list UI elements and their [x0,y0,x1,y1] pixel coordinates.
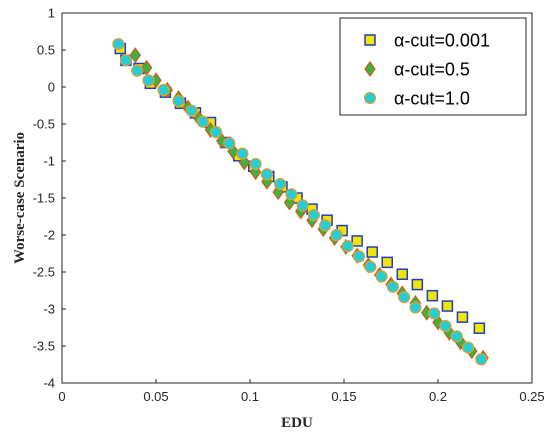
data-point [398,291,411,304]
data-point [461,341,475,354]
y-tick-label: -3 [43,302,55,317]
data-point [273,177,287,191]
legend-marker [363,91,377,105]
y-tick-label: -0.5 [33,117,55,132]
data-point [236,147,249,160]
data-point [131,64,144,77]
legend-label: α-cut=0.5 [394,60,470,80]
data-point [172,94,185,108]
x-tick-label: 0.15 [331,389,356,404]
data-point [157,83,170,97]
data-point [411,278,424,291]
x-tick-label: 0.05 [143,389,168,404]
data-point [129,47,142,64]
data-point [475,353,488,366]
data-point [450,330,463,343]
x-tick-label: 0.2 [429,389,447,404]
x-tick-label: 0.25 [519,389,544,404]
data-point [366,246,378,258]
y-tick-label: -1 [43,154,55,169]
data-point [285,188,298,201]
data-point [341,240,354,253]
data-point [426,289,439,302]
legend-item: α-cut=0.5 [364,60,470,80]
y-tick-label: -3.5 [33,339,55,354]
x-axis-title: EDU [281,415,313,431]
series-3 [112,37,488,366]
data-point [196,115,210,128]
data-point [260,168,274,181]
y-tick-label: -4 [43,376,55,391]
data-point [330,228,343,242]
data-point [223,137,236,150]
y-tick-label: 0 [48,80,55,95]
data-point [396,268,409,280]
legend-items: α-cut=0.001 α-cut=0.5 α-cut=1.0 [363,31,490,109]
data-point [409,301,422,314]
y-axis: 1 0.5 0 -0.5 -1 -1.5 -2 -2.5 -3 -3.5 -4 [33,6,66,391]
data-point [381,256,393,269]
legend-item: α-cut=0.001 [364,31,490,51]
data-point [210,126,223,139]
data-point [112,37,125,51]
data-point [351,235,363,247]
data-marks [112,37,489,366]
data-point [185,104,198,117]
data-point [364,260,377,273]
x-axis: 0 0.05 0.1 0.15 0.2 0.25 [58,379,545,404]
x-tick-label: 0 [58,389,65,404]
legend-label: α-cut=0.001 [394,31,490,51]
data-point [386,280,399,293]
data-point [441,300,454,312]
data-point [249,157,262,171]
data-point [319,219,332,232]
y-tick-label: -2.5 [33,265,55,280]
data-point [352,250,366,263]
y-tick-label: -1.5 [33,191,55,206]
data-point [428,307,441,320]
y-tick-label: 0.5 [37,43,55,58]
data-point [456,311,469,323]
legend: α-cut=0.001 α-cut=0.5 α-cut=1.0 [339,17,527,116]
legend-marker [364,34,376,46]
legend-item: α-cut=1.0 [363,89,470,109]
legend-label: α-cut=1.0 [394,89,470,109]
data-point [439,319,452,333]
data-point [296,199,309,212]
data-point [119,54,133,67]
y-tick-label: 1 [48,6,55,21]
data-point [473,322,486,334]
data-point [307,208,321,222]
y-axis-title: Worse-case Scenario [12,132,28,264]
y-tick-label: -2 [43,228,55,243]
x-tick-label: 0.1 [241,389,259,404]
data-point [142,74,155,87]
data-point [375,270,388,283]
legend-marker [364,60,376,78]
